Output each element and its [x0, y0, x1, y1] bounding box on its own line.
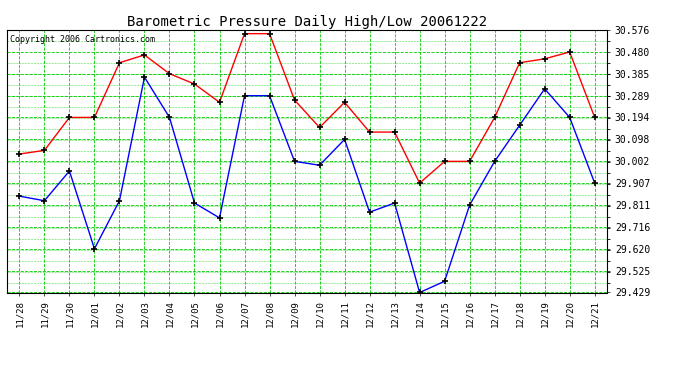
- Text: Copyright 2006 Cartronics.com: Copyright 2006 Cartronics.com: [10, 35, 155, 44]
- Title: Barometric Pressure Daily High/Low 20061222: Barometric Pressure Daily High/Low 20061…: [127, 15, 487, 29]
